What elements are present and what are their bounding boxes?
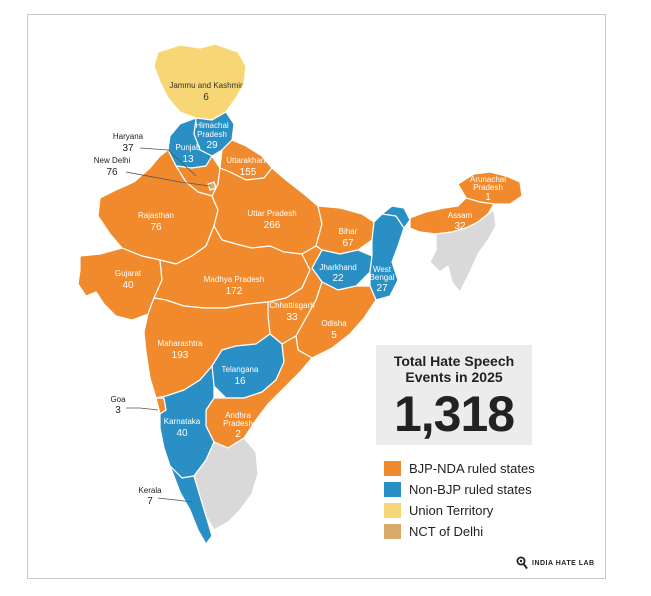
legend-item-bjp-nda: BJP-NDA ruled states [384,458,535,479]
label-odisha-name: Odisha [321,319,347,328]
legend: BJP-NDA ruled states Non-BJP ruled state… [384,458,535,542]
total-value: 1,318 [393,386,515,442]
label-uk-name: Uttarakhand [226,156,270,165]
label-ap-name2: Pradesh [223,419,253,428]
callout-delhi-value: 76 [106,167,118,178]
legend-label: BJP-NDA ruled states [409,461,535,476]
label-punjab-name: Punjab [176,143,201,152]
callout-haryana-name: Haryana [113,132,144,141]
label-jh-value: 22 [332,273,344,284]
legend-label: NCT of Delhi [409,524,484,539]
label-mh-name: Maharashtra [158,339,203,348]
label-hp-name2: Pradesh [197,130,227,139]
region-gujarat [77,247,163,321]
total-summary-box: Total Hate Speech Events in 2025 1,318 [376,345,532,445]
label-mp-value: 172 [226,286,243,297]
legend-swatch [384,482,401,497]
label-ka-value: 40 [176,428,188,439]
callout-kerala-value: 7 [147,496,153,507]
label-hp-name: Himachal [195,121,229,130]
legend-item-nct-delhi: NCT of Delhi [384,521,535,542]
callout-delhi-leader [125,171,211,187]
label-wb-name: West [373,265,392,274]
total-title: Total Hate Speech Events in 2025 [393,353,515,385]
magnifier-logo-icon [516,556,528,570]
legend-label: Non-BJP ruled states [409,482,532,497]
label-up-name: Uttar Pradesh [247,209,296,218]
label-cg-name: Chhattisgarh [269,301,314,310]
label-jk-value: 6 [203,92,209,103]
label-tg-value: 16 [234,376,246,387]
label-ka-name: Karnataka [164,417,201,426]
label-odisha-value: 5 [331,330,337,341]
region-northeast-other [429,209,497,293]
region-tamil-nadu [193,437,259,531]
callout-haryana-value: 37 [122,143,134,154]
region-jammu-kashmir [153,43,247,121]
label-mh-value: 193 [172,350,189,361]
legend-swatch [384,524,401,539]
label-jh-name: Jharkhand [319,263,356,272]
label-tg-name: Telangana [222,365,259,374]
label-gujarat-value: 40 [122,280,134,291]
label-hp-value: 29 [206,140,218,151]
label-assam-value: 32 [454,221,466,232]
region-odisha [295,281,377,359]
label-arunachal-name2: Pradesh [473,183,503,192]
label-bihar-value: 67 [342,238,354,249]
callout-kerala-name: Kerala [138,486,162,495]
callout-goa-leader [126,407,159,411]
brand-logo: INDIA HATE LAB [516,556,595,570]
label-jk-name: Jammu and Kashmir [169,81,243,90]
label-cg-value: 33 [286,312,298,323]
legend-swatch [384,461,401,476]
region-kerala [169,465,213,545]
label-gujarat-name: Gujarat [115,269,142,278]
callout-haryana-leader [139,147,197,177]
legend-item-union-territory: Union Territory [384,500,535,521]
label-wb-value: 27 [376,283,388,294]
label-arunachal-value: 1 [485,192,491,203]
label-arunachal-name: Arunachal [470,175,506,184]
label-ap-value: 2 [235,429,241,440]
callout-goa-value: 3 [115,405,121,416]
legend-swatch [384,503,401,518]
label-mp-name: Madhya Pradesh [204,275,264,284]
label-up-value: 266 [264,220,281,231]
label-ap-name: Andhra [225,411,251,420]
label-punjab-value: 13 [182,154,194,165]
label-uk-value: 155 [240,167,257,178]
label-assam-name: Assam [448,211,473,220]
label-raj-value: 76 [150,222,162,233]
legend-label: Union Territory [409,503,494,518]
callout-delhi-name: New Delhi [94,156,131,165]
brand-name: INDIA HATE LAB [532,559,595,567]
legend-item-non-bjp: Non-BJP ruled states [384,479,535,500]
label-raj-name: Rajasthan [138,211,174,220]
callout-kerala-leader [157,497,193,503]
label-wb-name2: Bengal [370,273,395,282]
callout-goa-name: Goa [110,395,126,404]
label-bihar-name: Bihar [339,227,358,236]
